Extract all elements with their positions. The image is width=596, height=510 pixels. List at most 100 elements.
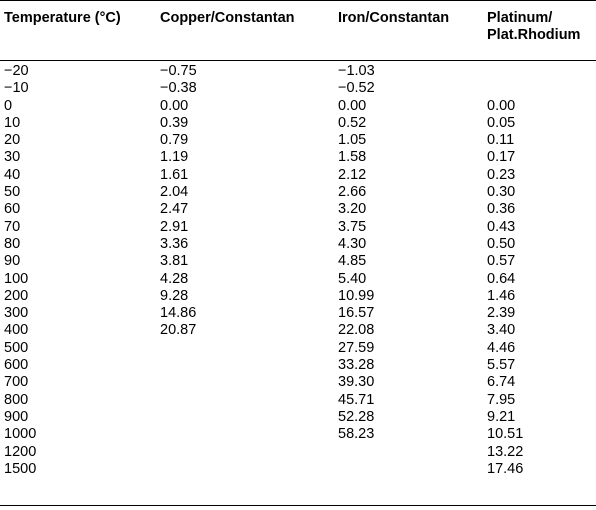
temperature-cell: 70 (4, 218, 21, 235)
bottom-rule (0, 505, 596, 506)
header-platinum-rhodium-line1: Platinum/ (487, 10, 553, 26)
platinum-rhodium-cell: 3.40 (487, 322, 516, 339)
iron-constantan-cell: 0.00 (338, 97, 367, 114)
platinum-rhodium-cell: 0.17 (487, 149, 516, 166)
temperature-cell: 400 (4, 322, 29, 339)
platinum-rhodium-cell: 6.74 (487, 374, 516, 391)
header-rule (0, 60, 596, 61)
temperature-cell: 20 (4, 132, 21, 149)
temperature-cell: 500 (4, 339, 29, 356)
copper-constantan-cell (160, 461, 197, 478)
platinum-rhodium-cell: 0.36 (487, 201, 516, 218)
platinum-rhodium-cell: 0.00 (487, 97, 516, 114)
temperature-cell: 100 (4, 270, 29, 287)
copper-constantan-cell: 3.81 (160, 253, 189, 270)
temperature-cell: 0 (4, 97, 13, 114)
platinum-rhodium-cell: 0.23 (487, 166, 516, 183)
platinum-rhodium-cell: 0.30 (487, 184, 516, 201)
copper-constantan-cell: 9.28 (160, 287, 189, 304)
copper-constantan-cell: 4.28 (160, 270, 189, 287)
platinum-rhodium-cell: 5.57 (487, 357, 516, 374)
temperature-cell: 1000 (4, 426, 37, 443)
iron-constantan-cell: 45.71 (338, 391, 375, 408)
temperature-cell: 60 (4, 201, 21, 218)
temperature-cell: 90 (4, 253, 21, 270)
iron-constantan-cell: 2.66 (338, 184, 367, 201)
iron-constantan-cell: 58.23 (338, 426, 375, 443)
copper-constantan-cell (160, 357, 197, 374)
platinum-rhodium-cell: 0.64 (487, 270, 516, 287)
copper-constantan-cell: 3.36 (160, 235, 189, 252)
iron-constantan-cell: −1.03 (338, 63, 375, 79)
header-copper-constantan-line1: Copper/Constantan (160, 10, 295, 26)
platinum-rhodium-cell: 4.46 (487, 339, 516, 356)
iron-constantan-cell: 5.40 (338, 270, 367, 287)
iron-constantan-cell (338, 461, 375, 478)
copper-constantan-cell: 0.39 (160, 114, 189, 131)
platinum-rhodium-column: 0.00 0.05 0.11 0.17 0.23 0.30 0.36 0.43 0.50 0.57… (487, 63, 523, 478)
iron-constantan-cell: 3.75 (338, 218, 367, 235)
temperature-cell: 1200 (4, 443, 37, 460)
temperature-cell: 900 (4, 408, 29, 425)
temperature-cell: −10 (4, 80, 29, 97)
platinum-rhodium-cell: 0.11 (487, 132, 515, 149)
temperature-cell: 50 (4, 184, 21, 201)
copper-constantan-column: −0.75 −0.38 0.00 0.39 0.79 1.19 1.61 2.04 2.47 2.… (160, 63, 197, 478)
iron-constantan-column: −1.03 −0.52 0.00 0.52 1.05 1.58 2.12 2.66 3.20 3.… (338, 63, 375, 478)
copper-constantan-cell (160, 409, 197, 426)
platinum-rhodium-cell: 7.95 (487, 391, 516, 408)
iron-constantan-cell: 16.57 (338, 305, 375, 322)
copper-constantan-cell: 14.86 (160, 305, 197, 322)
iron-constantan-cell: 10.99 (338, 287, 375, 304)
platinum-rhodium-cell: 1.46 (487, 287, 516, 304)
copper-constantan-cell: 0.00 (160, 97, 189, 114)
copper-constantan-cell: −0.38 (160, 80, 197, 97)
iron-constantan-cell: 0.52 (338, 114, 367, 131)
top-rule (0, 0, 596, 1)
iron-constantan-cell: 33.28 (338, 357, 375, 374)
copper-constantan-cell: 0.79 (160, 132, 189, 149)
header-platinum-rhodium: Platinum/ Plat.Rhodium (487, 10, 580, 44)
iron-constantan-cell: 39.30 (338, 374, 375, 391)
iron-constantan-cell: 1.05 (338, 132, 367, 149)
copper-constantan-cell: 2.91 (160, 218, 189, 235)
temperature-cell: 1500 (4, 460, 37, 477)
platinum-rhodium-cell: 17.46 (487, 460, 524, 477)
header-platinum-rhodium-line2: Plat.Rhodium (487, 27, 581, 43)
temperature-cell: 10 (4, 114, 21, 131)
iron-constantan-cell: 27.59 (338, 339, 375, 356)
iron-constantan-cell: 4.30 (338, 235, 367, 252)
header-iron-constantan-line1: Iron/Constantan (338, 10, 450, 26)
platinum-rhodium-cell: 10.51 (487, 426, 524, 443)
iron-constantan-cell: 1.58 (338, 149, 367, 166)
iron-constantan-cell: 4.85 (338, 253, 367, 270)
platinum-rhodium-cell (487, 63, 523, 80)
platinum-rhodium-cell: 0.50 (487, 235, 516, 252)
copper-constantan-cell (160, 340, 197, 357)
platinum-rhodium-cell: 9.21 (487, 408, 516, 425)
copper-constantan-cell: 2.47 (160, 201, 189, 218)
temperature-cell: −20 (4, 63, 29, 79)
platinum-rhodium-cell (487, 80, 523, 97)
temperature-cell: 700 (4, 374, 29, 391)
temperature-cell: 200 (4, 287, 29, 304)
platinum-rhodium-cell: 0.43 (487, 218, 516, 235)
copper-constantan-cell (160, 426, 197, 443)
platinum-rhodium-cell: 0.57 (487, 253, 516, 270)
header-copper-constantan: Copper/Constantan (160, 10, 295, 27)
temperature-cell: 80 (4, 235, 21, 252)
header-temperature: Temperature (°C) (4, 10, 121, 27)
copper-constantan-cell: 1.61 (160, 166, 189, 183)
copper-constantan-cell (160, 392, 197, 409)
platinum-rhodium-cell: 0.05 (487, 114, 516, 131)
copper-constantan-cell: 20.87 (160, 322, 197, 339)
temperature-cell: 300 (4, 305, 29, 322)
header-iron-constantan: Iron/Constantan (338, 10, 449, 27)
platinum-rhodium-cell: 2.39 (487, 305, 516, 322)
iron-constantan-cell: 22.08 (338, 322, 375, 339)
iron-constantan-cell: 52.28 (338, 408, 375, 425)
platinum-rhodium-cell: 13.22 (487, 443, 524, 460)
copper-constantan-cell (160, 374, 197, 391)
temperature-cell: 600 (4, 357, 29, 374)
temperature-cell: 30 (4, 149, 21, 166)
